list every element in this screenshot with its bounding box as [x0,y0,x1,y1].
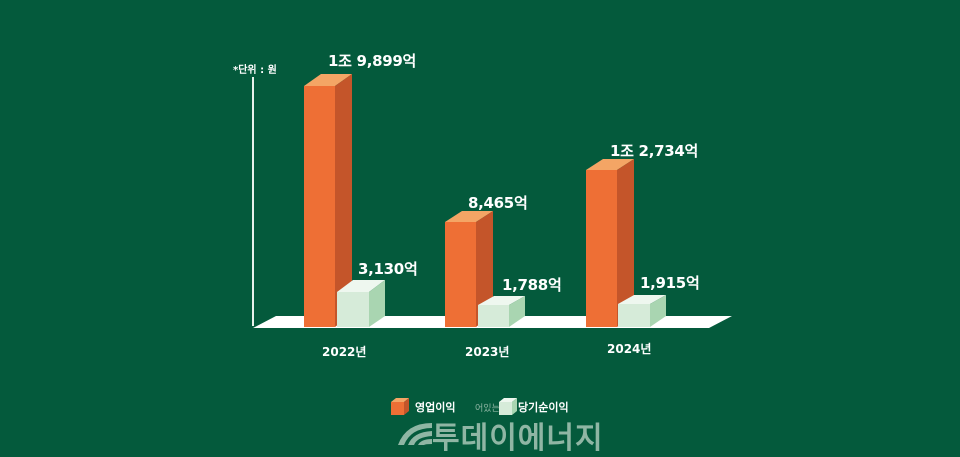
watermark-logo-icon [398,423,432,445]
legend-label-operating: 영업이익 [415,401,456,414]
bar-2022-net-income [337,280,385,327]
bar-2023-net-income [478,296,525,327]
value-label-2023-net: 1,788억 [502,276,562,294]
value-label-2023-operating: 8,465억 [468,194,528,212]
legend-faint-text: 어있는 일 [475,404,511,414]
bar-2024-net-income [618,295,666,327]
bar-2024-operating-profit [586,159,634,327]
category-label-2023: 2023년 [465,345,510,359]
unit-note: *단위 : 원 [233,65,277,76]
legend-swatch-net-icon [499,398,517,415]
y-axis-line [252,77,254,326]
watermark-text: 투데이에너지 [432,421,604,456]
value-label-2022-operating: 1조 9,899억 [328,52,417,70]
legend: 영업이익 어있는 일 당기순이익 [390,396,610,416]
bar-2022-operating-profit [304,74,352,327]
category-label-2022: 2022년 [322,345,367,359]
bar-2023-operating-profit [445,211,493,327]
legend-label-net: 당기순이익 [518,401,569,414]
value-label-2024-operating: 1조 2,734억 [610,142,699,160]
watermark: 투데이에너지 [396,415,636,456]
category-label-2024: 2024년 [607,342,652,356]
value-label-2024-net: 1,915억 [640,274,700,292]
value-label-2022-net: 3,130억 [358,260,418,278]
legend-swatch-operating-icon [391,398,409,415]
